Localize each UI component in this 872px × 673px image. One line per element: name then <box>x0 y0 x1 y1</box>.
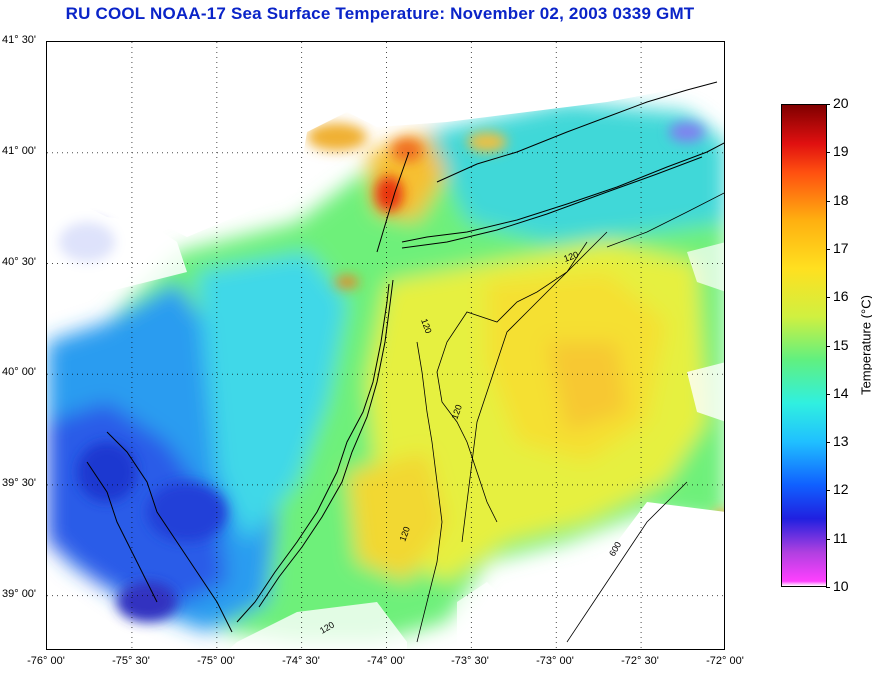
colorbar-tick-mark <box>826 490 830 492</box>
sst-map-canvas: 120 120 120 120 120 600 <box>47 42 724 649</box>
contour-label-group: 120 120 120 120 120 600 <box>318 249 623 635</box>
sst-field <box>47 42 724 649</box>
contour-label: 120 <box>419 317 434 335</box>
colorbar-tick-mark <box>826 104 830 105</box>
colorbar-tick-label: 14 <box>833 384 849 401</box>
lat-label: 39° 30' <box>2 477 37 489</box>
colorbar-tick-label: 18 <box>833 191 849 208</box>
colorbar-tick-label: 15 <box>833 336 849 353</box>
colorbar-tick-label: 13 <box>833 433 849 450</box>
temperature-colorbar <box>781 104 827 587</box>
colorbar-tick-mark <box>826 442 830 444</box>
colorbar-tick-label: 19 <box>833 143 849 160</box>
colorbar-tick-label: 10 <box>833 578 849 594</box>
colorbar-tick-label: 20 <box>833 95 849 111</box>
lon-label: -73° 30' <box>451 655 489 667</box>
colorbar-tick-label: 16 <box>833 288 849 305</box>
lon-label: -76° 00' <box>27 655 65 667</box>
colorbar-tick-mark <box>826 297 830 299</box>
colorbar-tick-label: 17 <box>833 239 849 256</box>
colorbar-label: Temperature (°C) <box>858 295 872 395</box>
lon-label: -75° 00' <box>197 655 235 667</box>
lon-label: -75° 30' <box>112 655 150 667</box>
colorbar-tick-mark <box>826 152 830 154</box>
lon-label: -74° 00' <box>367 655 405 667</box>
colorbar-tick-mark <box>826 538 830 540</box>
colorbar-tick-mark <box>826 200 830 202</box>
colorbar-tick-mark <box>826 345 830 347</box>
lat-label: 40° 00' <box>2 366 37 378</box>
lat-label: 39° 00' <box>2 588 37 600</box>
lon-label: -72° 30' <box>621 655 659 667</box>
lat-label: 41° 00' <box>2 145 37 157</box>
contour-label: 120 <box>449 403 464 421</box>
bathymetry-contours <box>416 192 724 643</box>
lat-label: 41° 30' <box>2 34 37 46</box>
coastline <box>86 81 724 633</box>
colorbar-tick-label: 12 <box>833 481 849 498</box>
graticule <box>47 42 724 649</box>
sst-map[interactable]: 120 120 120 120 120 600 <box>46 41 725 650</box>
lon-label: -72° 00' <box>706 655 744 667</box>
colorbar-tick-mark <box>826 248 830 250</box>
lon-label: -74° 30' <box>282 655 320 667</box>
lon-label: -73° 00' <box>536 655 574 667</box>
colorbar-tick-mark <box>826 393 830 395</box>
colorbar-tick-mark <box>826 587 830 588</box>
colorbar-tick-label: 11 <box>833 529 848 546</box>
contour-label: 120 <box>397 525 412 543</box>
map-title: RU COOL NOAA-17 Sea Surface Temperature:… <box>65 4 695 23</box>
contour-label: 120 <box>562 249 580 264</box>
lat-label: 40° 30' <box>2 256 37 268</box>
